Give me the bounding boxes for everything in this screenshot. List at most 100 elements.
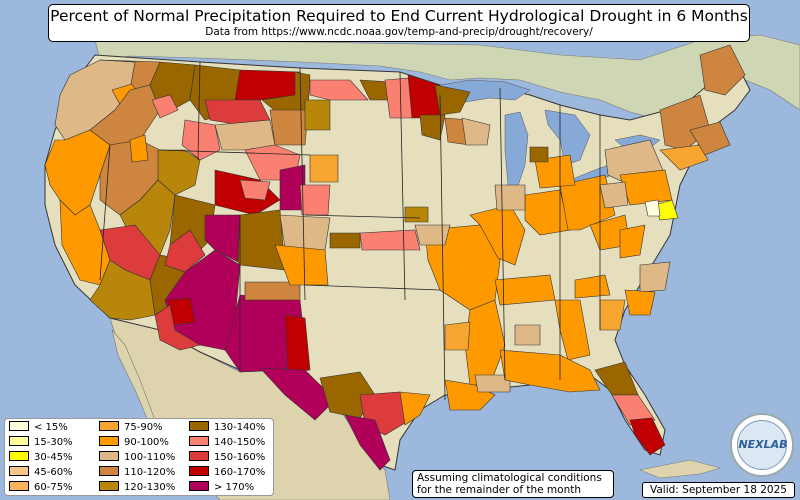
- legend: < 15% 15-30% 30-45% 45-60% 60-75% 75-90% 90-10…: [4, 418, 274, 496]
- legend-label: < 15%: [34, 422, 68, 433]
- legend-swatch: [189, 421, 209, 431]
- legend-item: 120-130%: [99, 481, 176, 494]
- logo-text: NEXLAB: [738, 438, 788, 451]
- region-va-orange: [619, 224, 646, 259]
- legend-swatch: [99, 466, 119, 476]
- region-mn-red: [407, 74, 441, 119]
- valid-date: Valid: September 18 2025: [642, 482, 795, 498]
- legend-swatch: [9, 436, 29, 446]
- legend-swatch: [99, 451, 119, 461]
- legend-label: 120-130%: [124, 482, 176, 493]
- legend-item: 45-60%: [9, 466, 73, 479]
- region-wi-tan: [461, 117, 491, 146]
- legend-label: 140-150%: [214, 437, 266, 448]
- legend-label: 160-170%: [214, 467, 266, 478]
- lake-huron: [544, 109, 591, 166]
- lake-michigan: [504, 111, 529, 196]
- legend-label: 110-120%: [124, 467, 176, 478]
- region-pa-tan: [599, 181, 629, 209]
- legend-item: 90-100%: [99, 436, 169, 449]
- legend-label: > 170%: [214, 482, 255, 493]
- region-ks-brown: [329, 232, 361, 249]
- region-tx-coast: [399, 391, 431, 426]
- region-mi-brown: [419, 114, 446, 141]
- region-ms-orange: [444, 321, 471, 351]
- legend-item: 140-150%: [189, 436, 266, 449]
- legend-swatch: [189, 451, 209, 461]
- logo-globe: NEXLAB: [737, 420, 788, 470]
- legend-item: 100-110%: [99, 451, 176, 464]
- assumption-note: Assuming climatological conditions for t…: [412, 470, 614, 498]
- region-az-s-red: [154, 304, 201, 351]
- region-mo-brown: [404, 206, 429, 223]
- region-co-pink: [239, 179, 271, 201]
- region-al-orange: [554, 299, 591, 361]
- legend-item: < 15%: [9, 421, 68, 434]
- legend-swatch: [99, 481, 119, 491]
- legend-swatch: [9, 451, 29, 461]
- legend-label: 75-90%: [124, 422, 163, 433]
- map-subtitle: Data from https://www.ncdc.noaa.gov/temp…: [205, 26, 593, 38]
- region-fl-red: [629, 417, 666, 456]
- region-gulf-orange: [499, 349, 601, 393]
- region-nm-red: [284, 314, 311, 373]
- state-borders: [99, 61, 601, 401]
- region-ne-orange: [309, 154, 339, 183]
- legend-label: 90-100%: [124, 437, 169, 448]
- legend-item: 60-75%: [9, 481, 73, 494]
- region-in-tan: [494, 184, 526, 211]
- legend-label: 150-160%: [214, 452, 266, 463]
- region-wy-tan: [214, 119, 276, 151]
- region-ms-tan: [514, 324, 541, 346]
- region-ga-orange: [599, 299, 626, 331]
- legend-label: 100-110%: [124, 452, 176, 463]
- region-ut-red: [164, 229, 206, 273]
- region-ks-pink: [359, 229, 421, 251]
- region-wy-brown: [269, 109, 309, 146]
- legend-label: 30-45%: [34, 452, 73, 463]
- legend-swatch: [9, 421, 29, 431]
- drought-regions: [44, 44, 746, 471]
- legend-item: 75-90%: [99, 421, 163, 434]
- region-tx-magenta: [259, 367, 336, 421]
- cuba-landmass: [639, 459, 721, 479]
- note-line-1: Assuming climatological conditions: [417, 472, 602, 484]
- region-wi-brown: [434, 84, 471, 116]
- legend-item: > 170%: [189, 481, 255, 494]
- region-il-tan: [414, 224, 451, 246]
- region-mi-orange: [534, 154, 576, 189]
- title-box: Percent of Normal Precipitation Required…: [48, 4, 750, 42]
- region-nm-magenta-n: [204, 214, 241, 263]
- legend-swatch: [189, 436, 209, 446]
- region-in-orange: [524, 189, 571, 236]
- region-id-pink: [151, 94, 179, 119]
- legend-item: 15-30%: [9, 436, 73, 449]
- region-mi-brown2: [529, 146, 549, 163]
- region-tx-s-magenta: [344, 414, 391, 471]
- legend-swatch: [9, 481, 29, 491]
- region-ks-orange: [274, 244, 329, 286]
- region-ne-pink: [299, 184, 331, 216]
- nexlab-logo: NEXLAB: [730, 413, 794, 477]
- legend-swatch: [99, 436, 119, 446]
- legend-label: 60-75%: [34, 482, 73, 493]
- region-nd-pink: [309, 79, 369, 101]
- region-sc-orange: [624, 289, 656, 316]
- region-idaho-pink: [181, 119, 221, 161]
- region-md-pale: [644, 199, 661, 217]
- legend-label: 130-140%: [214, 422, 266, 433]
- region-la-tan: [474, 374, 511, 393]
- legend-label: 45-60%: [34, 467, 73, 478]
- legend-item: 130-140%: [189, 421, 266, 434]
- legend-item: 160-170%: [189, 466, 266, 479]
- region-ut-n: [157, 149, 201, 196]
- legend-swatch: [189, 481, 209, 491]
- legend-swatch: [189, 466, 209, 476]
- region-la-orange: [444, 379, 496, 411]
- region-mn-pink: [384, 77, 413, 119]
- legend-swatch: [9, 466, 29, 476]
- region-nc-tan: [639, 261, 671, 293]
- region-ks-tan: [279, 214, 331, 251]
- legend-item: 30-45%: [9, 451, 73, 464]
- map-title: Percent of Normal Precipitation Required…: [50, 7, 748, 25]
